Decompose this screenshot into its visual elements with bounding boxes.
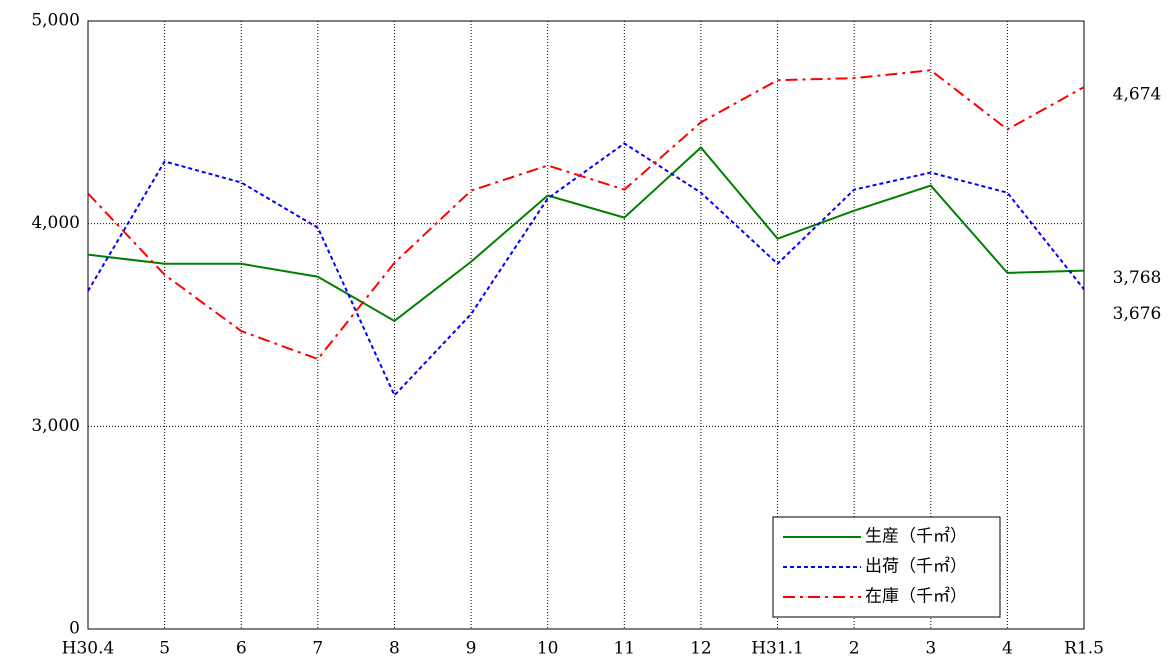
- legend: 生産（千㎡） 出荷（千㎡） 在庫（千㎡）: [772, 516, 1001, 618]
- x-tick-label: H31.1: [751, 639, 804, 659]
- x-tick-label: 12: [690, 639, 712, 659]
- value-label: 3,768: [1113, 268, 1162, 288]
- series-line: [87, 142, 1085, 398]
- x-tick-label: 2: [849, 639, 860, 659]
- x-tick-label: 6: [236, 639, 247, 659]
- x-tick-label: 10: [537, 639, 559, 659]
- legend-label: 在庫（千㎡）: [865, 587, 967, 607]
- legend-box: [772, 516, 1001, 618]
- x-tick-label: 4: [1002, 639, 1013, 659]
- legend-label: 出荷（千㎡）: [865, 557, 967, 577]
- value-label: 3,676: [1113, 304, 1162, 324]
- series-line: [87, 146, 1085, 323]
- x-tick-label: H30.4: [62, 639, 115, 659]
- x-tick-label: 7: [312, 639, 323, 659]
- legend-label: 生産（千㎡）: [865, 527, 967, 547]
- x-tick-label: 8: [389, 639, 400, 659]
- y-tick-label: 0: [69, 619, 80, 639]
- x-tick-label: 9: [466, 639, 477, 659]
- x-tick-label: R1.5: [1064, 639, 1104, 659]
- value-label: 4,674: [1113, 85, 1162, 105]
- plot-frame: [87, 20, 1085, 630]
- y-tick-label: 4,000: [31, 213, 80, 233]
- x-tick-label: 5: [159, 639, 170, 659]
- x-tick-label: 3: [925, 639, 936, 659]
- x-tick-label: 11: [613, 639, 635, 659]
- series-line: [87, 69, 1085, 361]
- y-tick-label: 5,000: [31, 11, 80, 31]
- y-tick-label: 3,000: [31, 416, 80, 436]
